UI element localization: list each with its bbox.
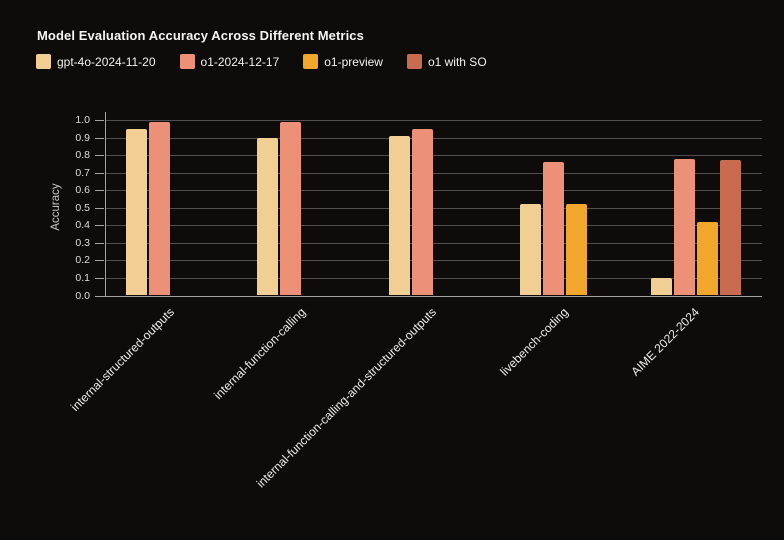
bar-o1-2024-12-17 [411, 128, 433, 296]
x-tick-label: livebench-coding [497, 305, 571, 379]
bar-o1-2024-12-17 [148, 121, 170, 296]
y-tick-label: 0.7 [75, 166, 90, 179]
chart-title: Model Evaluation Accuracy Across Differe… [37, 28, 364, 43]
y-axis-title: Accuracy [50, 183, 62, 231]
gridline [105, 242, 762, 244]
gridline [105, 225, 762, 227]
x-tick-label: AIME 2022-2024 [628, 305, 703, 379]
y-tick-label: 0.3 [75, 236, 90, 249]
gridline [105, 137, 762, 139]
gridline [105, 120, 762, 121]
legend-label: o1-preview [324, 54, 383, 69]
y-tick-mark [95, 277, 104, 279]
y-tick-mark [95, 120, 104, 121]
y-tick-label: 0.2 [75, 254, 90, 267]
x-axis-line [95, 295, 762, 297]
y-tick-label: 0.0 [75, 289, 90, 302]
y-tick-mark [95, 207, 104, 209]
y-tick-mark [95, 225, 104, 227]
y-tick-label: 0.6 [75, 184, 90, 197]
legend-swatch-icon [36, 54, 51, 69]
y-axis-line [105, 112, 106, 296]
bar-gpt-4o-2024-11-20 [388, 135, 410, 296]
bar-o1-preview [565, 204, 587, 296]
x-tick-label: internal-function-calling [210, 305, 309, 403]
gridline [105, 155, 762, 157]
legend-item-gpt-4o-2024-11-20: gpt-4o-2024-11-20 [36, 54, 156, 69]
legend-swatch-icon [406, 54, 422, 69]
bar-o1-with-so [720, 160, 742, 296]
y-tick-label: 0.9 [75, 131, 90, 144]
legend-swatch-icon [179, 54, 195, 69]
y-tick-mark [95, 260, 104, 262]
bar-gpt-4o-2024-11-20 [125, 128, 147, 296]
legend-label: gpt-4o-2024-11-20 [57, 54, 156, 69]
y-tick-label: 0.8 [75, 149, 90, 162]
bar-gpt-4o-2024-11-20 [257, 137, 279, 296]
y-tick-mark [95, 242, 104, 244]
bar-o1-preview [697, 221, 719, 296]
chart-legend: gpt-4o-2024-11-20 o1-2024-12-17 o1-preview… [36, 54, 487, 69]
gridline [105, 190, 762, 192]
y-tick-label: 1.0 [75, 114, 90, 126]
gridline [105, 277, 762, 279]
y-tick-label: 0.5 [75, 201, 90, 214]
y-tick-mark [95, 190, 104, 192]
bar-o1-2024-12-17 [674, 158, 696, 296]
y-tick-mark [95, 172, 104, 174]
legend-item-o1-with-so: o1 with SO [406, 54, 487, 69]
gridline [105, 172, 762, 174]
y-tick-label: 0.4 [75, 219, 90, 232]
y-tick-label: 0.1 [75, 271, 90, 284]
bar-gpt-4o-2024-11-20 [651, 277, 673, 296]
bar-o1-2024-12-17 [280, 121, 302, 296]
x-tick-label: internal-structured-outputs [67, 305, 177, 414]
bar-gpt-4o-2024-11-20 [519, 204, 541, 296]
y-tick-mark [95, 137, 104, 139]
bar-o1-2024-12-17 [542, 162, 564, 296]
legend-item-o1-2024-12-17: o1-2024-12-17 [179, 54, 280, 69]
legend-item-o1-preview: o1-preview [303, 54, 383, 69]
y-tick-mark [95, 155, 104, 157]
legend-label: o1-2024-12-17 [200, 54, 280, 69]
legend-label: o1 with SO [427, 54, 487, 69]
legend-swatch-icon [303, 54, 319, 69]
gridline [105, 260, 762, 262]
gridline [105, 207, 762, 209]
